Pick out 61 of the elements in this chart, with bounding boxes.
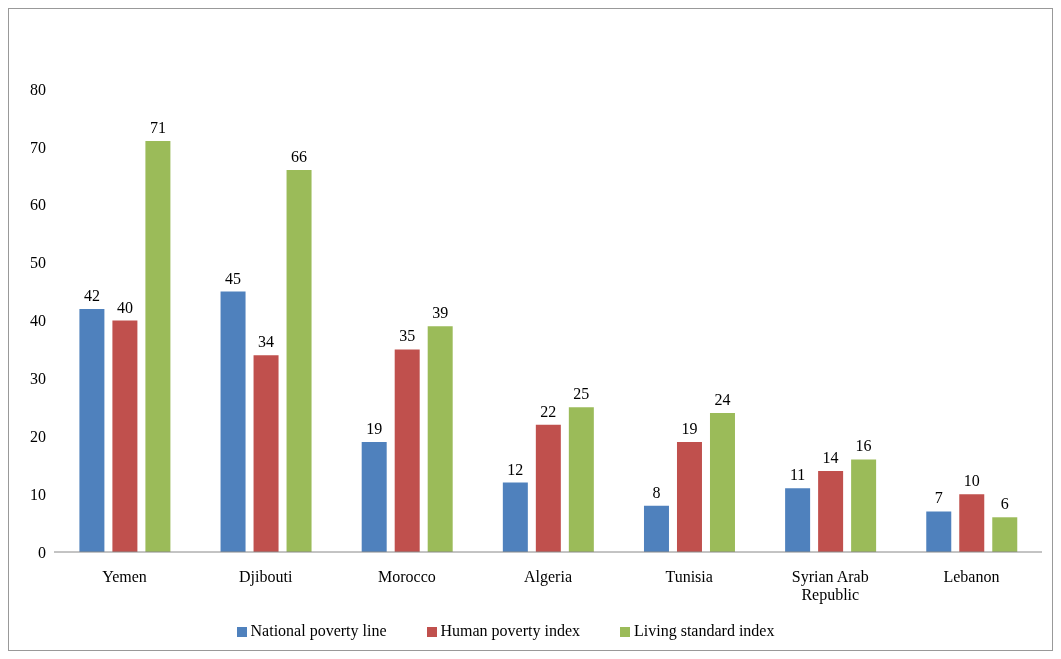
x-tick-label: Syrian Arab Republic [791, 568, 869, 604]
bar [959, 494, 985, 552]
data-label: 8 [652, 483, 661, 501]
data-label: 7 [934, 489, 943, 507]
data-label: 16 [855, 437, 872, 455]
x-tick-label: Djibouti [239, 568, 293, 586]
bar [286, 170, 312, 552]
bar [112, 320, 138, 552]
bar [785, 488, 811, 552]
bar [851, 459, 877, 552]
bar [394, 349, 420, 552]
bar [253, 355, 279, 552]
bar [361, 442, 387, 552]
bar [709, 413, 735, 552]
data-label: 19 [681, 420, 698, 438]
legend-label: National poverty line [250, 622, 387, 639]
y-tick-label: 30 [30, 370, 46, 388]
data-label: 42 [83, 286, 100, 304]
data-label: 19 [366, 420, 383, 438]
data-label: 10 [963, 472, 980, 490]
x-tick-label: Lebanon [943, 568, 1000, 585]
bar [676, 442, 702, 552]
legend-label: Living standard index [634, 622, 775, 639]
data-label: 66 [291, 148, 308, 166]
bar [535, 424, 561, 552]
bar [818, 470, 844, 552]
x-tick-label: Yemen [102, 568, 147, 585]
data-label: 39 [432, 304, 449, 322]
x-tick-label: Morocco [377, 568, 436, 585]
bar [502, 482, 528, 552]
bar [568, 407, 594, 552]
y-tick-label: 50 [30, 254, 46, 272]
data-label: 6 [1000, 495, 1009, 513]
y-tick-label: 70 [30, 138, 46, 156]
bar [145, 141, 171, 552]
data-label: 35 [399, 327, 416, 345]
data-label: 24 [714, 391, 731, 409]
bar [992, 517, 1018, 552]
bar [427, 326, 453, 552]
x-tick-label: Tunisia [665, 568, 713, 585]
bar [643, 505, 669, 552]
y-tick-label: 80 [30, 80, 46, 98]
bar [220, 291, 246, 552]
data-label: 40 [116, 298, 133, 316]
bar [79, 308, 105, 552]
y-tick-label: 10 [30, 485, 46, 503]
data-label: 14 [822, 448, 839, 466]
legend-label: Human poverty index [440, 622, 581, 639]
y-tick-label: 0 [38, 543, 46, 561]
data-label: 34 [258, 333, 275, 351]
data-label: 25 [573, 385, 590, 403]
y-tick-label: 40 [30, 312, 46, 330]
data-label: 11 [789, 466, 806, 484]
data-label: 12 [507, 460, 524, 478]
bar [926, 511, 952, 552]
data-label: 45 [225, 269, 242, 287]
y-tick-label: 60 [30, 196, 46, 214]
data-label: 22 [540, 402, 557, 420]
y-tick-label: 20 [30, 427, 46, 445]
data-label: 71 [149, 119, 166, 137]
x-tick-label: Algeria [524, 568, 572, 586]
